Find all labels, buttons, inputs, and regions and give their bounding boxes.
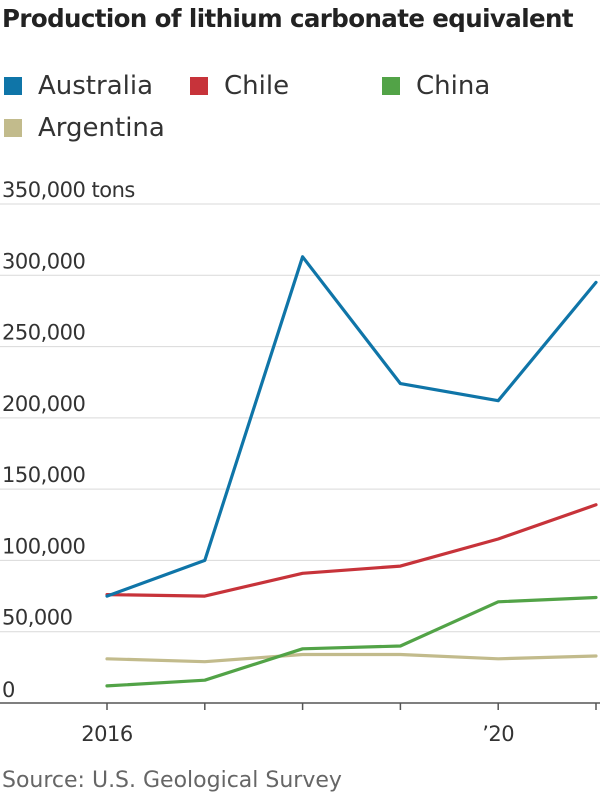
y-tick-label: 50,000 <box>2 606 72 630</box>
y-tick-label: 250,000 <box>2 321 85 345</box>
legend-label-australia: Australia <box>38 71 154 101</box>
legend-swatch-argentina <box>4 119 22 137</box>
source-note: Source: U.S. Geological Survey <box>2 768 342 793</box>
legend-item-argentina: Argentina <box>4 110 165 146</box>
x-tick-label: ’20 <box>482 722 514 746</box>
legend-item-australia: Australia <box>4 68 153 104</box>
series-line-argentina <box>105 652 598 664</box>
series-line-china <box>105 595 598 688</box>
legend-label-chile: Chile <box>224 71 290 101</box>
legend: Australia Chile China Argentina <box>4 68 596 148</box>
line-chart: 0 50,000 100,000 150,000 200,000 250,000 300,0… <box>0 178 600 746</box>
legend-item-chile: Chile <box>190 68 289 104</box>
legend-swatch-australia <box>4 77 22 95</box>
legend-swatch-china <box>382 77 400 95</box>
x-tick-label: 2016 <box>81 722 133 746</box>
y-tick-label: 0 <box>2 678 15 702</box>
chart-title: Production of lithium carbonate equivale… <box>2 4 574 33</box>
series-line-australia <box>105 255 598 598</box>
y-tick-label: 200,000 <box>2 392 85 416</box>
legend-label-argentina: Argentina <box>38 113 165 143</box>
y-tick-label: 350,000 tons <box>2 178 135 202</box>
y-tick-label: 300,000 <box>2 249 85 273</box>
y-tick-label: 100,000 <box>2 534 85 558</box>
series-line-chile <box>105 503 598 598</box>
legend-swatch-chile <box>190 77 208 95</box>
y-tick-label: 150,000 <box>2 463 85 487</box>
legend-label-china: China <box>416 71 491 101</box>
legend-item-china: China <box>382 68 490 104</box>
